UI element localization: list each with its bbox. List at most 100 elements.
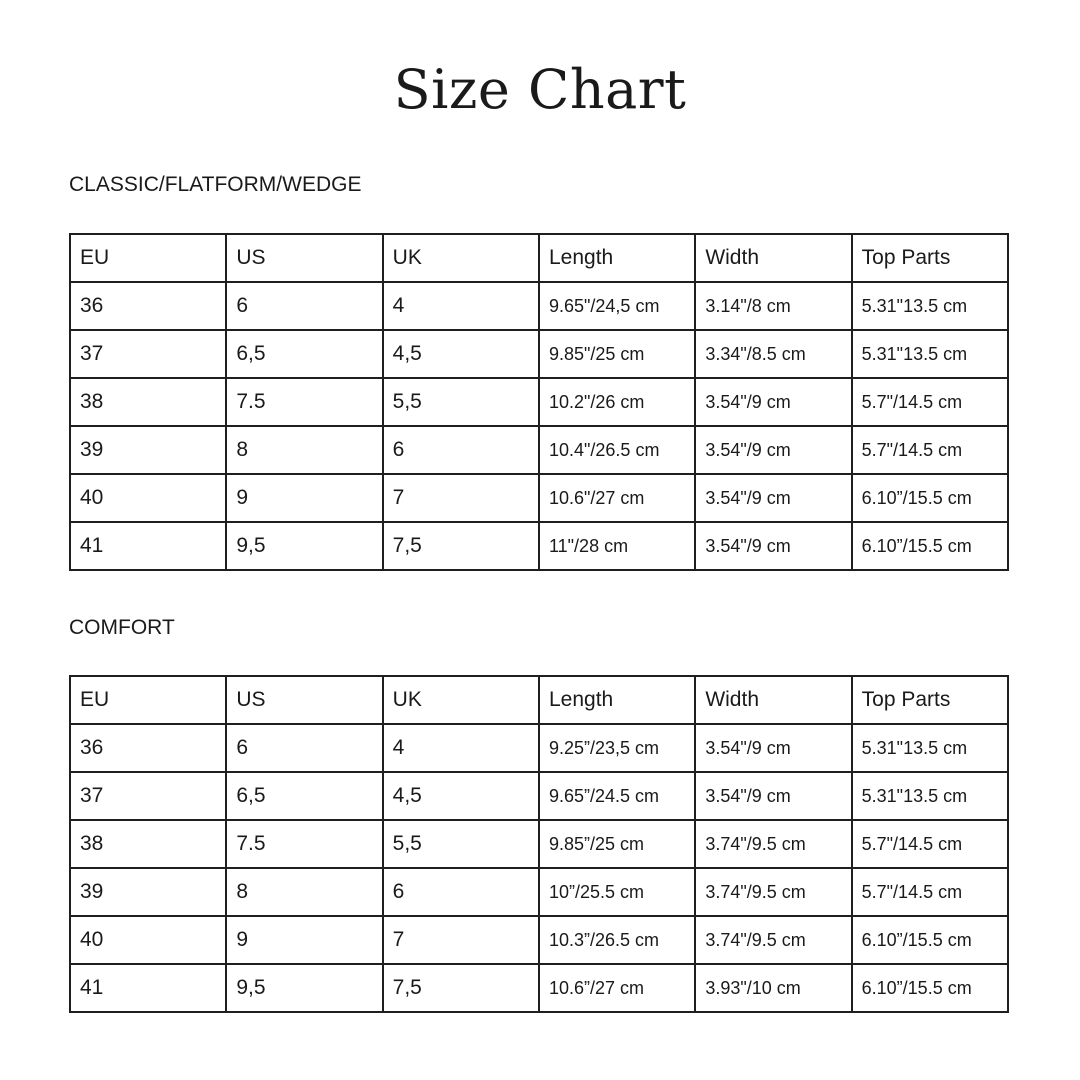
table-cell: 39 [68, 425, 228, 475]
table-cell: 9.85”/25 cm [537, 819, 697, 869]
table-row: 38 7.5 5,5 10.2"/26 cm 3.54"/9 cm 5.7"/14.5 c… [68, 377, 1010, 427]
table-cell: 37 [68, 771, 228, 821]
table-row: 41 9,5 7,5 10.6”/27 cm 3.93"/10 cm 6.10”/15.5… [68, 963, 1010, 1013]
column-header: Width [694, 675, 853, 725]
table-cell: 4,5 [381, 771, 540, 821]
table-cell: 6.10”/15.5 cm [850, 473, 1010, 523]
table-cell: 9.85"/25 cm [537, 329, 697, 379]
table-cell: 9,5 [225, 963, 384, 1013]
table-cell: 10.3”/26.5 cm [537, 915, 697, 965]
table-cell: 11"/28 cm [537, 521, 697, 571]
table-cell: 36 [68, 723, 228, 773]
table-cell: 5,5 [381, 819, 540, 869]
table-cell: 36 [68, 281, 228, 331]
table-row: 37 6,5 4,5 9.65”/24.5 cm 3.54"/9 cm 5.31"13.5… [68, 771, 1010, 821]
page-title: Size Chart [393, 58, 687, 121]
table-cell: 37 [68, 329, 228, 379]
table-cell: 6 [225, 281, 384, 331]
table-cell: 6.10”/15.5 cm [850, 521, 1010, 571]
table-cell: 8 [225, 425, 384, 475]
table-cell: 3.93"/10 cm [694, 963, 853, 1013]
table-row: 36 6 4 9.25”/23,5 cm 3.54"/9 cm 5.31"13.5 cm [68, 723, 1010, 773]
table-cell: 9.65”/24.5 cm [537, 771, 697, 821]
table-cell: 10.2"/26 cm [537, 377, 697, 427]
table-cell: 5.31"13.5 cm [850, 281, 1010, 331]
table-cell: 5,5 [381, 377, 540, 427]
table-cell: 6 [381, 867, 540, 917]
table-row: 38 7.5 5,5 9.85”/25 cm 3.74"/9.5 cm 5.7"/14.5… [68, 819, 1010, 869]
column-header: EU [68, 675, 228, 725]
column-header: Top Parts [850, 233, 1010, 283]
table-row: 36 6 4 9.65"/24,5 cm 3.14"/8 cm 5.31"13.5 cm [68, 281, 1010, 331]
table-cell: 3.74"/9.5 cm [694, 867, 853, 917]
table-cell: 3.54"/9 cm [694, 425, 853, 475]
table-cell: 40 [68, 473, 228, 523]
table-cell: 5.7"/14.5 cm [850, 867, 1010, 917]
column-header: Length [537, 675, 697, 725]
table-cell: 5.7"/14.5 cm [850, 377, 1010, 427]
table-cell: 6 [225, 723, 384, 773]
table-cell: 10.6”/27 cm [537, 963, 697, 1013]
table-cell: 5.7"/14.5 cm [850, 819, 1010, 869]
table-cell: 38 [68, 377, 228, 427]
table-cell: 9 [225, 473, 384, 523]
column-header: US [225, 233, 384, 283]
table-cell: 7.5 [225, 377, 384, 427]
column-header: Width [694, 233, 853, 283]
table-cell: 3.34"/8.5 cm [694, 329, 853, 379]
table-cell: 3.54"/9 cm [694, 521, 853, 571]
table-cell: 4 [381, 281, 540, 331]
table-cell: 7,5 [381, 963, 540, 1013]
table-cell: 7 [381, 915, 540, 965]
table-row: 37 6,5 4,5 9.85"/25 cm 3.34"/8.5 cm 5.31"13.5… [68, 329, 1010, 379]
table-cell: 10”/25.5 cm [537, 867, 697, 917]
table-cell: 6.10”/15.5 cm [850, 915, 1010, 965]
column-header: UK [381, 675, 540, 725]
column-header: EU [68, 233, 228, 283]
table-cell: 4,5 [381, 329, 540, 379]
table-cell: 4 [381, 723, 540, 773]
table-cell: 9.25”/23,5 cm [537, 723, 697, 773]
column-header: US [225, 675, 384, 725]
column-header: Top Parts [850, 675, 1010, 725]
table-cell: 7,5 [381, 521, 540, 571]
table-cell: 3.14"/8 cm [694, 281, 853, 331]
table-cell: 7.5 [225, 819, 384, 869]
section-label-comfort: COMFORT [69, 616, 175, 639]
table-cell: 10.6"/27 cm [537, 473, 697, 523]
table-cell: 39 [68, 867, 228, 917]
column-header: Length [537, 233, 697, 283]
table-cell: 8 [225, 867, 384, 917]
table-cell: 9,5 [225, 521, 384, 571]
header-row: EU US UK Length Width Top Parts [68, 675, 1010, 725]
table-cell: 6,5 [225, 329, 384, 379]
table-cell: 5.31"13.5 cm [850, 771, 1010, 821]
table-cell: 6 [381, 425, 540, 475]
table-cell: 9 [225, 915, 384, 965]
section-label-classic: CLASSIC/FLATFORM/WEDGE [69, 173, 362, 196]
table-row: 40 9 7 10.6"/27 cm 3.54"/9 cm 6.10”/15.5 cm [68, 473, 1010, 523]
table-cell: 7 [381, 473, 540, 523]
table-row: 39 8 6 10.4"/26.5 cm 3.54"/9 cm 5.7"/14.5 cm [68, 425, 1010, 475]
table-cell: 3.74"/9.5 cm [694, 819, 853, 869]
table-cell: 10.4"/26.5 cm [537, 425, 697, 475]
size-table-classic: EU US UK Length Width Top Parts 36 6 4 9.65"/24,5… [68, 233, 1010, 571]
size-table-comfort: EU US UK Length Width Top Parts 36 6 4 9.25”/23,5… [68, 675, 1010, 1013]
header-row: EU US UK Length Width Top Parts [68, 233, 1010, 283]
table-cell: 41 [68, 521, 228, 571]
table-cell: 6.10”/15.5 cm [850, 963, 1010, 1013]
table-cell: 38 [68, 819, 228, 869]
table-cell: 5.31"13.5 cm [850, 723, 1010, 773]
table-cell: 40 [68, 915, 228, 965]
table-cell: 3.74"/9.5 cm [694, 915, 853, 965]
table-row: 41 9,5 7,5 11"/28 cm 3.54"/9 cm 6.10”/15.5 cm [68, 521, 1010, 571]
table-cell: 3.54"/9 cm [694, 473, 853, 523]
table-row: 40 9 7 10.3”/26.5 cm 3.74"/9.5 cm 6.10”/15.5 … [68, 915, 1010, 965]
table-cell: 5.31"13.5 cm [850, 329, 1010, 379]
table-cell: 41 [68, 963, 228, 1013]
table-cell: 3.54"/9 cm [694, 771, 853, 821]
table-cell: 9.65"/24,5 cm [537, 281, 697, 331]
table-cell: 6,5 [225, 771, 384, 821]
column-header: UK [381, 233, 540, 283]
table-cell: 5.7"/14.5 cm [850, 425, 1010, 475]
